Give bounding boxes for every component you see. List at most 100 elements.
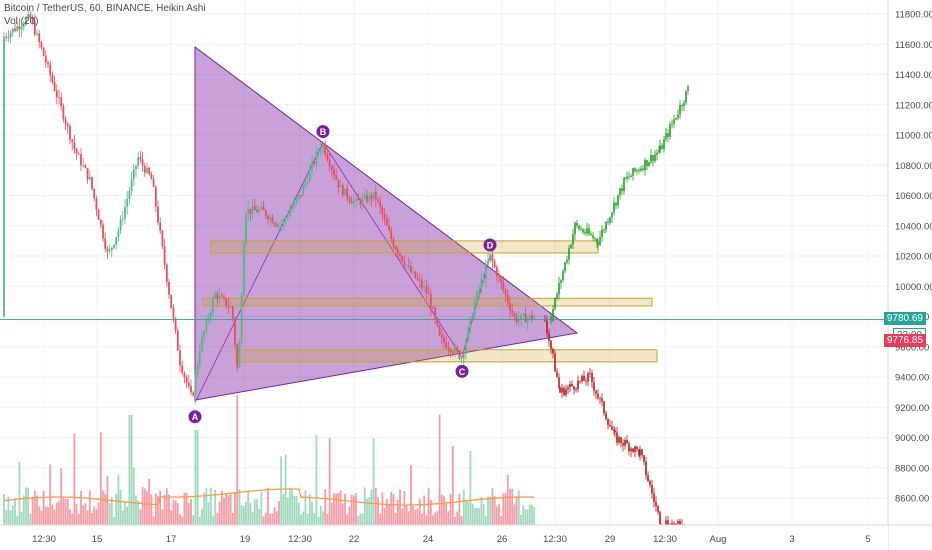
volume-bar [476,507,478,525]
volume-indicator-label[interactable]: Vol (20) [4,16,39,27]
candle-body [113,244,115,248]
bullish-projection-candle [628,176,630,178]
time-tick-label: 19 [240,534,251,545]
candle-body [458,350,461,359]
candle-body [308,170,311,182]
candle-body [502,282,505,290]
volume-bar [383,507,386,525]
price-tick-label: 11600.00 [895,40,932,51]
volume-bar [326,513,329,525]
candle-body [154,186,157,207]
volume-bar [480,496,483,525]
candle-body [225,298,228,307]
bearish-projection-candle [554,353,556,372]
candle-body [511,310,514,314]
candle-body [58,97,60,99]
candle-body [236,344,239,368]
candle-body [137,157,140,166]
candle-body [447,347,450,350]
bearish-projection-candle [636,446,638,450]
candle-body [372,191,375,200]
volume-bar [269,513,272,525]
volume-bar [132,467,135,525]
candle-body [423,286,426,288]
bullish-projection [550,84,689,325]
candle-body [73,142,76,149]
volume-bar [418,498,421,525]
volume-bar [154,493,157,525]
volume-bar [322,511,324,525]
bullish-projection-candle [562,271,564,281]
candle-body [36,33,38,35]
candle-body [119,219,122,231]
volume-bar [181,516,184,525]
candle-body [462,354,465,358]
symbol-title[interactable]: Bitcoin / TetherUS, 60, BINANCE, Heikin … [4,3,206,14]
candle-body [132,169,135,180]
bullish-projection-candle [601,229,603,237]
volume-bar [379,513,382,525]
volume-bar [407,511,410,525]
volume-bar [201,508,203,525]
support-resistance-zones[interactable] [202,240,658,363]
volume-bar [113,516,115,525]
candle-body [370,194,373,200]
volume-bar [143,488,146,525]
bullish-projection-candle [566,259,568,263]
bullish-projection-candle [613,202,615,213]
candle-body [333,169,335,176]
candle-body [427,292,430,295]
volume-bar [522,505,525,525]
volume-bar [115,493,118,525]
time-axis[interactable]: 12:30 15 17 19 12:30 22 24 26 12:30 29 12:30 Aug 3 5 [0,524,932,550]
volume-bar [394,512,397,525]
candle-body [476,291,478,302]
candle-body [18,26,21,30]
bullish-projection-candle [603,229,605,231]
candle-body [432,308,434,310]
bearish-projection-candle [679,520,681,525]
candle-body [42,47,45,56]
volume-bar [341,503,344,525]
volume-bar [484,516,487,525]
volume-bar [304,490,307,525]
candle-body [326,154,329,160]
candle-body [201,337,203,352]
bullish-projection-candle [580,229,582,231]
candle-body [146,167,148,173]
volume-bar [62,498,65,525]
pattern-point-label: D [487,241,494,251]
volume-bar [121,510,124,525]
price-tick-label: 10200.00 [895,252,932,263]
candle-body [363,195,366,198]
bearish-projection-candle [677,520,679,524]
volume-bar [126,506,129,525]
candle-body [256,209,258,213]
candle-body [5,36,8,38]
candle-body [190,386,192,393]
volume-bar [73,433,76,525]
bearish-projection-candle [550,340,552,349]
bullish-projection-candle [584,232,586,234]
volume-bar [458,493,461,525]
volume-bar [128,415,131,525]
candle-body [77,153,80,155]
volume-bar [27,487,30,525]
candle-body [487,260,489,265]
bullish-projection-candle [570,244,572,249]
volume-bar [502,493,505,525]
candle-body [357,198,360,201]
candle-body [29,13,32,18]
price-axis[interactable]: 11800.00 11600.00 11400.00 11200.00 11000.00… [887,0,932,550]
grid-lines [0,0,888,525]
candle-body [262,206,265,211]
bullish-projection-candle [605,221,607,230]
volume-bar [524,509,527,525]
bearish-projection-candle [611,426,613,430]
volume-bar [467,502,470,525]
volume-bar [110,497,113,525]
candle-body [291,207,294,211]
candle-body [84,165,87,169]
